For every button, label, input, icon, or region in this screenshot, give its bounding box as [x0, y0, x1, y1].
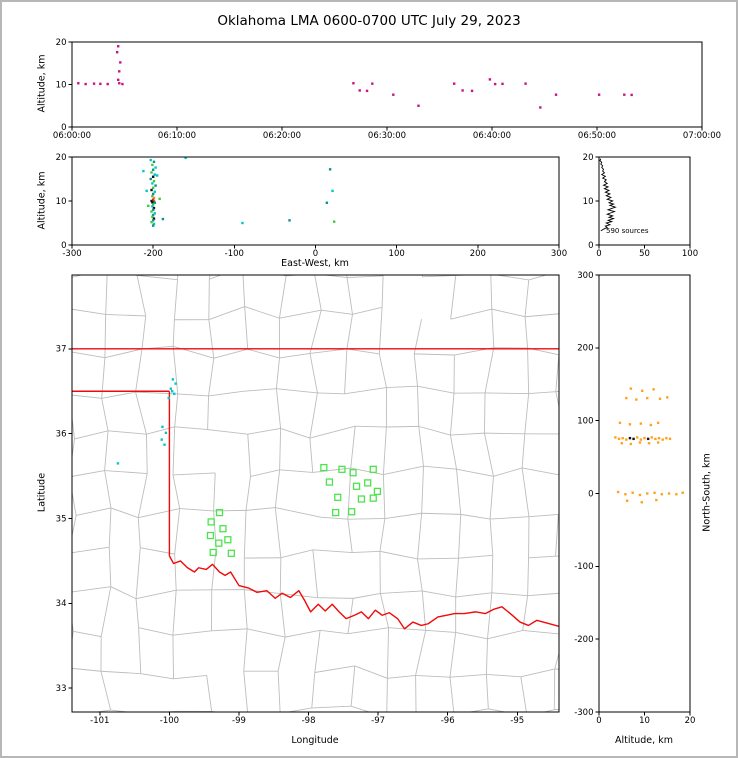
ns-height-xlabel: Altitude, km	[615, 735, 673, 746]
map-xtick-label: -96	[441, 716, 455, 726]
ns_height-ytick-label: 100	[577, 416, 593, 426]
ns_height-ytick-label: 0	[588, 489, 593, 499]
time_height-frame	[71, 41, 703, 128]
time_height-panel: 06:00:00 06:10:00 06:20:00 06:30:00 06:40:00…	[53, 38, 721, 141]
ew_height-xtick-label: 200	[470, 249, 486, 259]
map-xtick-label: -101	[90, 716, 109, 726]
map-ytick-label: 37	[56, 345, 67, 355]
ew_height-xtick-label: -300	[62, 249, 81, 259]
map-frame	[71, 274, 560, 713]
time_height-points	[77, 45, 633, 109]
ew_height-xtick-label: 300	[551, 249, 567, 259]
ew_height-frame	[71, 156, 560, 246]
map-xtick-label: -95	[510, 716, 524, 726]
map-xtick-label: -99	[232, 716, 246, 726]
time_height-xtick-label: 06:20:00	[263, 131, 301, 141]
ew_height-ytick-label: 20	[56, 153, 67, 163]
county-borders	[72, 275, 559, 712]
time_height-ytick-label: 0	[61, 123, 66, 133]
alt_histogram-ytick-label: 0	[588, 241, 593, 251]
time_height-ytick-label: 10	[56, 80, 67, 90]
map-panel: -101 -100 -99 -98 -97 -96 -95 33 34 35 36 37	[56, 274, 560, 726]
alt_histogram-line	[599, 158, 617, 232]
time_height-xtick-label: 06:00:00	[53, 131, 91, 141]
time_height-xtick-label: 06:30:00	[368, 131, 406, 141]
alt_histogram-ytick-label: 10	[583, 197, 594, 207]
alt_histogram-xtick-label: 50	[639, 249, 650, 259]
map-ytick-label: 35	[56, 514, 67, 524]
ew-height-xlabel: East-West, km	[281, 258, 349, 269]
map-xlabel: Longitude	[291, 735, 339, 746]
ew_height-ytick-label: 0	[61, 241, 66, 251]
time_height-xtick-label: 07:00:00	[683, 131, 721, 141]
map-ytick-label: 33	[56, 684, 67, 694]
ew_height-panel: -300 -200 -100 0 100 200 300 0 10 20	[56, 153, 567, 259]
alt_histogram-xtick-label: 100	[682, 249, 698, 259]
state-borders	[72, 348, 559, 630]
map-xtick-label: -98	[302, 716, 316, 726]
source-count-annotation: 590 sources	[606, 227, 649, 235]
ns_height-ytick-label: 300	[577, 271, 593, 281]
alt_histogram-panel: 0 50 100 0 10 20	[583, 153, 698, 259]
alt_histogram-xtick-label: 0	[596, 249, 601, 259]
ew_height-ytick-label: 10	[56, 197, 67, 207]
map-xtick-label: -100	[160, 716, 179, 726]
ew_height-xtick-label: -200	[144, 249, 163, 259]
ew_height-xtick-label: 100	[389, 249, 405, 259]
vhf-source-dots	[116, 378, 177, 465]
ns_height-ytick-label: -300	[574, 708, 593, 718]
map-ytick-label: 34	[56, 599, 67, 609]
ns_height-points	[614, 387, 684, 504]
ns_height-ytick-label: -100	[574, 562, 593, 572]
ew_height-points	[142, 156, 336, 227]
flash-extent-squares	[206, 463, 382, 557]
ns_height-ytick-label: 200	[577, 344, 593, 354]
ns_height-ytick-label: -200	[574, 635, 593, 645]
ew_height-xtick-label: 0	[313, 249, 318, 259]
time_height-ytick-label: 20	[56, 38, 67, 48]
map-ytick-label: 36	[56, 429, 67, 439]
time_height-xtick-label: 06:10:00	[158, 131, 196, 141]
map-geography	[72, 275, 559, 712]
map-xtick-label: -97	[371, 716, 385, 726]
alt_histogram-ytick-label: 20	[583, 153, 594, 163]
ns_height-panel: 0 10 20 -300 -200 -100 0 100 200 300	[574, 271, 695, 726]
ew_height-xtick-label: -100	[225, 249, 244, 259]
ns_height-xtick-label: 0	[596, 716, 601, 726]
time_height-xtick-label: 06:40:00	[473, 131, 511, 141]
ns_height-xtick-label: 20	[685, 716, 696, 726]
time_height-xtick-label: 06:50:00	[578, 131, 616, 141]
figure-title: Oklahoma LMA 0600-0700 UTC July 29, 2023	[217, 13, 521, 29]
ns_height-xtick-label: 10	[639, 716, 650, 726]
